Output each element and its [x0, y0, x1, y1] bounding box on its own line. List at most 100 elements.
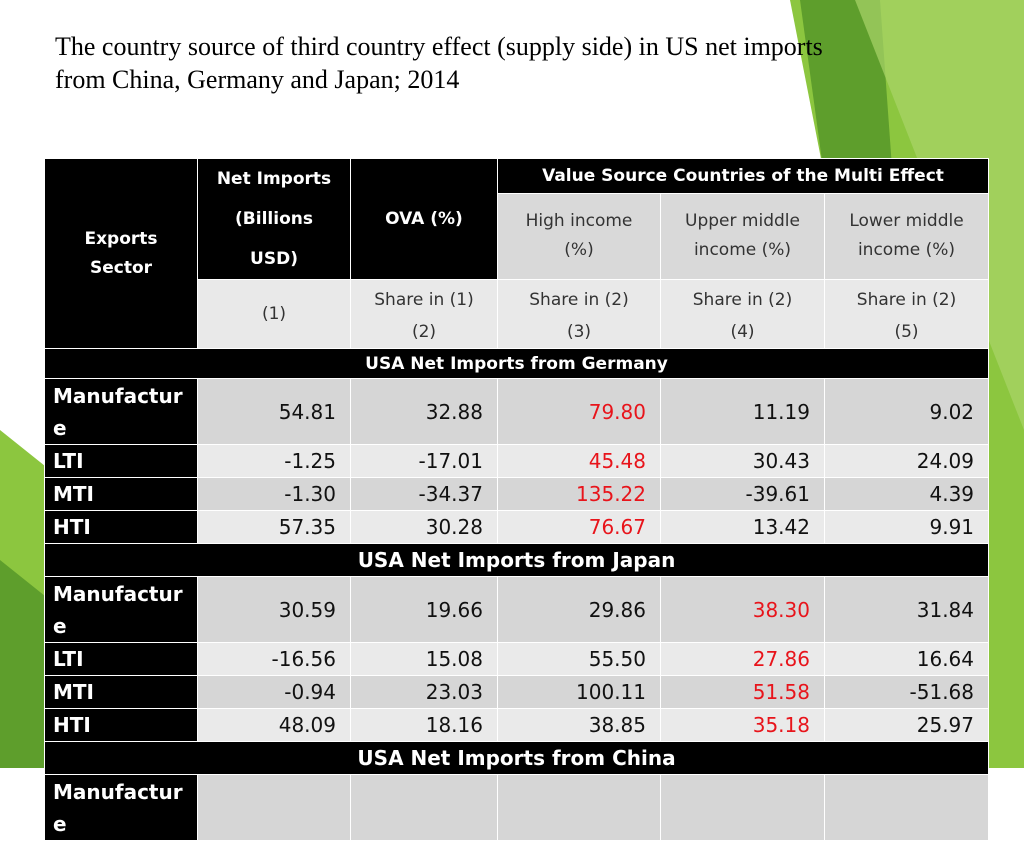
header-lower-middle-line-1: Lower middle [849, 211, 964, 232]
cell-ova: 30.28 [350, 510, 498, 544]
table-row: HTI 57.35 30.28 76.67 13.42 9.91 [44, 510, 990, 544]
row-label: MTI [44, 477, 198, 511]
row-label: Manufactur e [44, 774, 198, 841]
cell-ova: 23.03 [350, 675, 498, 709]
share-label-4: Share in (2) [692, 290, 793, 310]
cell-lower-middle: 16.64 [823, 642, 990, 676]
col-number-5: (5) [894, 322, 919, 342]
col-number-3: (3) [566, 322, 592, 342]
cell-net-imports: -16.56 [197, 642, 351, 676]
cell-upper-middle [660, 774, 825, 841]
cell-high-income: 29.86 [497, 576, 661, 643]
header-col-2: Share in (1) (2) [350, 279, 498, 349]
cell-upper-middle: 27.86 [660, 642, 825, 676]
header-lower-middle-line-2: income (%) [857, 240, 956, 261]
cell-upper-middle: 51.58 [660, 675, 825, 709]
row-label-line-1: Manufactur [53, 383, 183, 408]
row-label: MTI [44, 675, 198, 709]
row-label: HTI [44, 510, 198, 544]
cell-lower-middle: 9.02 [823, 378, 990, 445]
table-row: Manufactur e [44, 774, 990, 841]
header-high-income: High income (%) [497, 192, 661, 281]
row-label-line-2: e [53, 613, 67, 638]
header-net-imports-line-2: (Billions USD) [235, 209, 313, 269]
cell-high-income [497, 774, 661, 841]
cell-high-income: 76.67 [497, 510, 661, 544]
row-label-line-2: e [53, 811, 67, 836]
header-sector-line-2: Sector [89, 257, 153, 278]
group-band-germany: USA Net Imports from Germany [43, 348, 990, 379]
cell-lower-middle: 31.84 [823, 576, 990, 643]
cell-high-income: 45.48 [497, 444, 661, 478]
header-upper-middle-income: Upper middle income (%) [660, 192, 825, 281]
cell-ova: 32.88 [350, 378, 498, 445]
cell-net-imports: 30.59 [197, 576, 351, 643]
header-col-1: (1) [197, 279, 351, 349]
header-col-5: Share in (2) (5) [823, 279, 990, 349]
header-upper-middle-line-2: income (%) [693, 240, 792, 261]
cell-lower-middle: 25.97 [823, 708, 990, 742]
group-band-japan: USA Net Imports from Japan [43, 543, 990, 577]
cell-ova: 18.16 [350, 708, 498, 742]
cell-net-imports: -1.25 [197, 444, 351, 478]
cell-lower-middle: -51.68 [823, 675, 990, 709]
cell-high-income: 38.85 [497, 708, 661, 742]
table-row: Manufactur e 30.59 19.66 29.86 38.30 31.… [44, 576, 990, 643]
cell-net-imports [197, 774, 351, 841]
cell-lower-middle: 9.91 [823, 510, 990, 544]
cell-upper-middle: 30.43 [660, 444, 825, 478]
cell-ova: 15.08 [350, 642, 498, 676]
cell-net-imports: 48.09 [197, 708, 351, 742]
row-label-line-1: Manufactur [53, 779, 183, 804]
row-label: HTI [44, 708, 198, 742]
header-high-income-line-2: (%) [564, 240, 594, 261]
header-net-imports: Net Imports (Billions USD) [197, 158, 351, 280]
cell-ova: 19.66 [350, 576, 498, 643]
table-row: MTI -0.94 23.03 100.11 51.58 -51.68 [44, 675, 990, 709]
header-sector-line-1: Exports [84, 228, 158, 249]
slide-title-line-2: from China, Germany and Japan; 2014 [55, 65, 460, 94]
row-label-line-1: Manufactur [53, 581, 183, 606]
table-row: Manufactur e 54.81 32.88 79.80 11.19 9.0… [44, 378, 990, 445]
header-net-imports-line-1: Net Imports [216, 169, 332, 189]
header-exports-sector: Exports Sector [44, 158, 198, 349]
row-label: LTI [44, 642, 198, 676]
row-label: LTI [44, 444, 198, 478]
cell-lower-middle: 4.39 [823, 477, 990, 511]
cell-lower-middle: 24.09 [823, 444, 990, 478]
header-col-4: Share in (2) (4) [660, 279, 825, 349]
cell-ova [350, 774, 498, 841]
row-label: Manufactur e [44, 378, 198, 445]
cell-net-imports: -1.30 [197, 477, 351, 511]
share-label-3: Share in (2) [529, 290, 629, 310]
col-number-2: (2) [411, 322, 437, 342]
cell-lower-middle [823, 774, 990, 841]
cell-upper-middle: -39.61 [660, 477, 825, 511]
row-label: Manufactur e [44, 576, 198, 643]
table-row: HTI 48.09 18.16 38.85 35.18 25.97 [44, 708, 990, 742]
cell-upper-middle: 11.19 [660, 378, 825, 445]
header-ova: OVA (%) [350, 158, 498, 280]
header-high-income-line-1: High income [525, 211, 633, 232]
cell-high-income: 79.80 [497, 378, 661, 445]
cell-net-imports: 54.81 [197, 378, 351, 445]
cell-net-imports: 57.35 [197, 510, 351, 544]
table-row: LTI -16.56 15.08 55.50 27.86 16.64 [44, 642, 990, 676]
row-label-line-2: e [53, 415, 67, 440]
header-value-source-group: Value Source Countries of the Multi Effe… [496, 158, 990, 194]
header-upper-middle-line-1: Upper middle [685, 211, 800, 232]
cell-high-income: 135.22 [497, 477, 661, 511]
net-imports-table: Exports Sector Net Imports (Billions USD… [43, 158, 990, 841]
cell-upper-middle: 13.42 [660, 510, 825, 544]
cell-high-income: 100.11 [497, 675, 661, 709]
header-col-3: Share in (2) (3) [497, 279, 661, 349]
share-label-5: Share in (2) [856, 290, 957, 310]
cell-upper-middle: 35.18 [660, 708, 825, 742]
table-row: LTI -1.25 -17.01 45.48 30.43 24.09 [44, 444, 990, 478]
header-lower-middle-income: Lower middle income (%) [823, 192, 990, 281]
cell-high-income: 55.50 [497, 642, 661, 676]
share-label-2: Share in (1) [374, 290, 474, 310]
cell-ova: -34.37 [350, 477, 498, 511]
cell-net-imports: -0.94 [197, 675, 351, 709]
slide-title-line-1: The country source of third country effe… [55, 32, 823, 61]
